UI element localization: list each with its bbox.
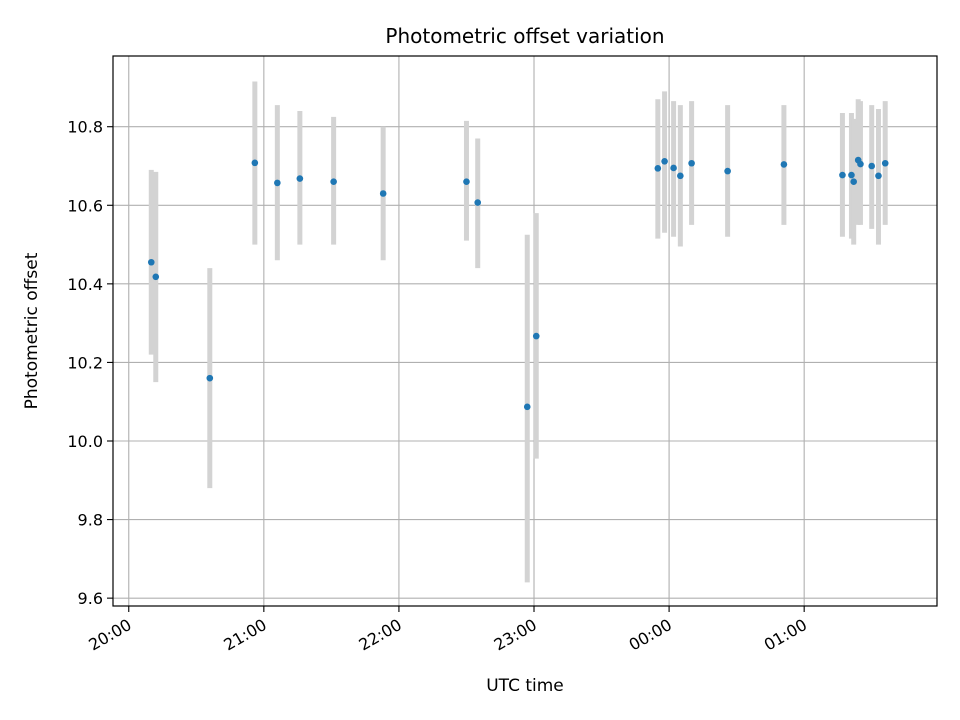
plot-frame xyxy=(112,55,938,607)
data-point xyxy=(463,178,470,186)
y-tick-label: 10.4 xyxy=(67,275,103,294)
data-point xyxy=(206,374,214,382)
data-point xyxy=(868,162,876,170)
data-point xyxy=(654,165,662,172)
data-points xyxy=(147,156,889,411)
data-point xyxy=(274,179,281,187)
data-point xyxy=(379,190,387,197)
y-tick-label: 9.8 xyxy=(78,511,103,530)
chart-title: Photometric offset variation xyxy=(385,24,664,48)
data-point xyxy=(147,258,155,266)
data-point xyxy=(688,159,695,167)
data-point xyxy=(152,273,160,281)
data-point xyxy=(724,167,731,175)
data-point xyxy=(330,178,337,186)
y-tick-label: 10.2 xyxy=(67,353,103,372)
y-axis-label: Photometric offset xyxy=(22,252,42,409)
data-point xyxy=(251,159,259,167)
data-point xyxy=(881,159,889,167)
data-point xyxy=(532,332,540,340)
y-axis-ticks: 9.6 9.8 10.0 10.2 10.4 10.6 10.8 xyxy=(67,118,113,608)
data-point xyxy=(875,172,882,180)
y-tick-label: 9.6 xyxy=(78,589,103,608)
data-point xyxy=(523,403,531,411)
data-point xyxy=(850,178,857,186)
y-tick-label: 10.0 xyxy=(67,432,103,451)
data-point xyxy=(296,175,304,182)
data-point xyxy=(661,157,668,165)
data-point xyxy=(670,164,677,172)
x-axis-label: UTC time xyxy=(486,676,564,696)
y-tick-label: 10.6 xyxy=(67,196,103,215)
y-tick-label: 10.8 xyxy=(67,118,103,137)
data-point xyxy=(857,160,864,168)
data-point xyxy=(474,199,482,206)
data-point xyxy=(780,161,788,168)
data-point xyxy=(677,172,684,180)
data-point xyxy=(848,171,855,179)
data-point xyxy=(839,171,846,179)
